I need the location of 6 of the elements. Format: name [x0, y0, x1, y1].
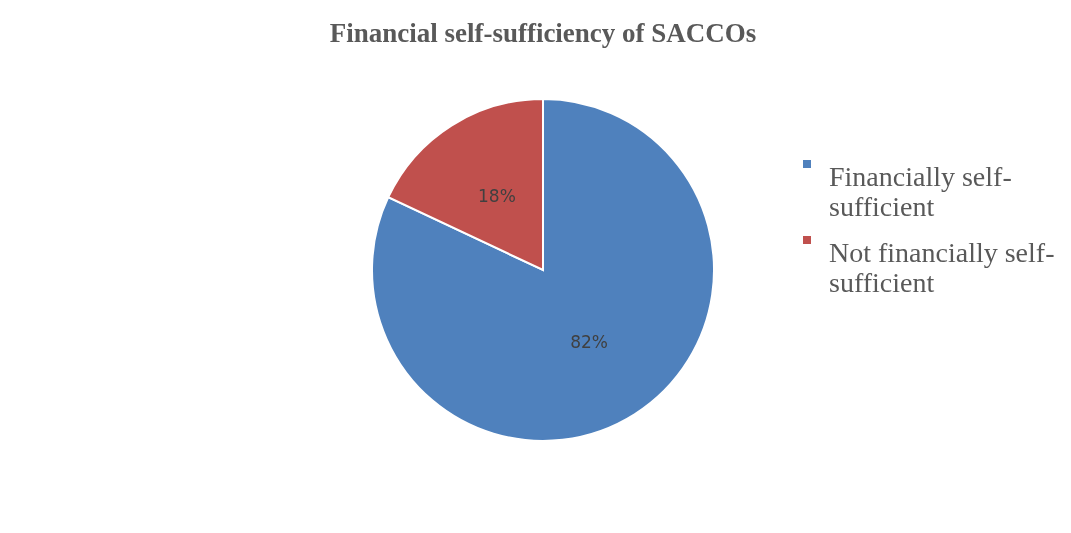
legend-label: Financially self-sufficient — [829, 161, 1012, 222]
data-label: 82% — [570, 331, 608, 352]
chart-title: Financial self-sufficiency of SACCOs — [329, 18, 757, 48]
pie-slice — [371, 98, 715, 442]
data-label: 18% — [478, 186, 516, 207]
legend-label: Not financially self-sufficient — [829, 237, 1055, 298]
